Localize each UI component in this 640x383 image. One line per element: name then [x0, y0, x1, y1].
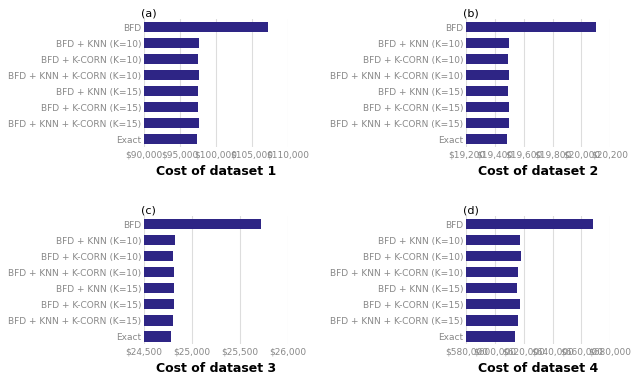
Bar [0, 38, 509, 48]
Bar [0, 70, 509, 80]
Bar [0, 251, 173, 261]
Bar [0, 86, 508, 97]
Bar [0, 102, 509, 113]
Bar [0, 235, 175, 246]
Bar [0, 331, 171, 342]
Text: (b): (b) [463, 9, 479, 19]
Bar [0, 235, 520, 246]
Bar [0, 283, 174, 293]
Bar [0, 299, 174, 309]
Bar [0, 299, 520, 309]
Bar [0, 86, 198, 97]
Bar [0, 267, 518, 277]
Bar [0, 102, 198, 113]
Bar [0, 267, 174, 277]
Bar [0, 219, 261, 229]
Bar [0, 251, 521, 261]
Bar [0, 283, 516, 293]
X-axis label: Cost of dataset 4: Cost of dataset 4 [478, 362, 598, 375]
Bar [0, 219, 593, 229]
Bar [0, 38, 199, 48]
Bar [0, 331, 515, 342]
Bar [0, 54, 508, 64]
Text: (d): (d) [463, 206, 479, 216]
Bar [0, 118, 509, 128]
Bar [0, 54, 198, 64]
Text: (a): (a) [141, 9, 157, 19]
Bar [0, 134, 507, 144]
Bar [0, 134, 198, 144]
Bar [0, 22, 268, 32]
Bar [0, 315, 518, 326]
Bar [0, 70, 199, 80]
X-axis label: Cost of dataset 1: Cost of dataset 1 [156, 165, 276, 178]
Bar [0, 22, 596, 32]
Bar [0, 315, 173, 326]
Text: (c): (c) [141, 206, 156, 216]
Bar [0, 118, 199, 128]
X-axis label: Cost of dataset 2: Cost of dataset 2 [478, 165, 598, 178]
X-axis label: Cost of dataset 3: Cost of dataset 3 [156, 362, 276, 375]
